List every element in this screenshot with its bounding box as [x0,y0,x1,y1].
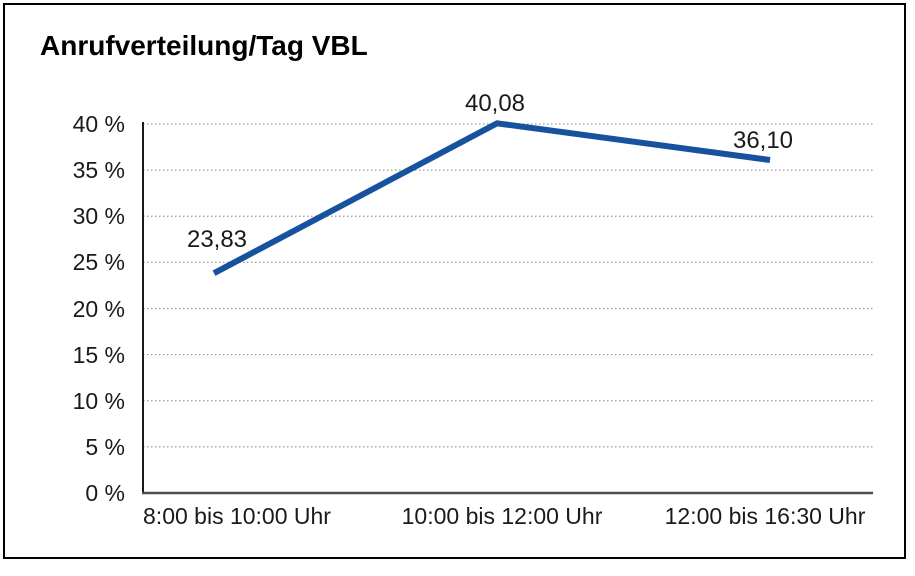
y-tick-label: 10 % [72,387,125,414]
y-tick-label: 25 % [72,249,125,276]
x-tick-label: 8:00 bis 10:00 Uhr [143,503,331,529]
data-line [212,120,771,276]
y-tick-label: 0 % [85,480,125,506]
x-tick-label: 10:00 bis 12:00 Uhr [401,503,603,529]
y-tick-label: 5 % [85,433,125,460]
y-tick-label: 20 % [72,295,125,322]
y-tick-label: 40 % [72,111,125,137]
chart-frame [3,3,906,559]
chart-title: Anrufverteilung/Tag VBL [40,30,368,61]
x-tick-label: 12:00 bis 16:30 Uhr [664,503,866,529]
point-label: 36,10 [732,127,794,154]
point-label: 23,83 [186,226,248,253]
y-tick-label: 35 % [72,157,125,184]
y-tick-label: 30 % [72,203,125,230]
y-tick-label: 15 % [72,341,125,368]
point-label: 40,08 [464,90,526,117]
